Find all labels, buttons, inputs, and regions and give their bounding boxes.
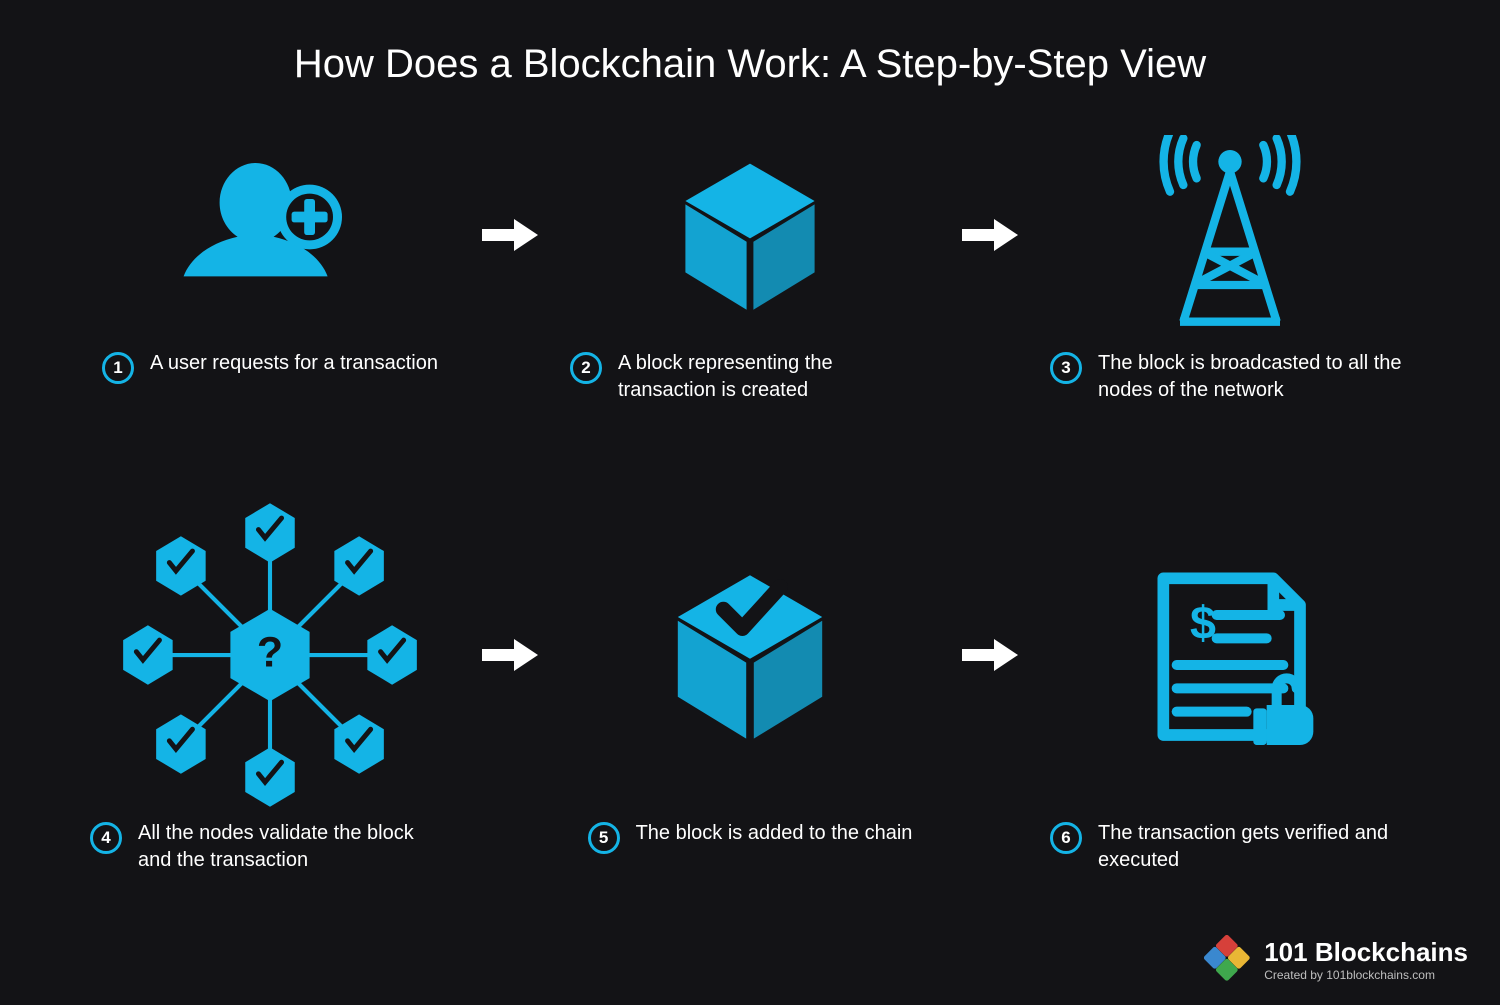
step-1: 1 A user requests for a transaction	[60, 120, 480, 384]
arrow-icon	[480, 490, 540, 820]
arrow-icon	[480, 120, 540, 350]
logo-icon	[1204, 935, 1252, 983]
step-badge: 1	[102, 352, 134, 384]
tower-icon	[1145, 135, 1315, 335]
footer-sub: Created by 101blockchains.com	[1264, 968, 1435, 982]
step-5: 5 The block is added to the chain	[540, 490, 960, 854]
footer: 101 Blockchains Created by 101blockchain…	[1204, 935, 1468, 983]
receipt-icon: $	[1130, 555, 1330, 755]
svg-text:$: $	[1190, 596, 1216, 648]
footer-brand: 101 Blockchains	[1264, 937, 1468, 968]
steps-grid: 1 A user requests for a transaction 2 A …	[60, 120, 1440, 950]
page-title: How Does a Blockchain Work: A Step-by-St…	[0, 0, 1500, 87]
step-badge: 2	[570, 352, 602, 384]
step-caption: A user requests for a transaction	[150, 350, 438, 377]
cube-check-icon	[655, 560, 845, 750]
step-badge: 4	[90, 822, 122, 854]
step-3: 3 The block is broadcasted to all the no…	[1020, 120, 1440, 404]
step-badge: 3	[1050, 352, 1082, 384]
step-caption: A block representing the transaction is …	[618, 350, 930, 404]
step-6: $ 6 The transaction gets verified and ex…	[1020, 490, 1440, 874]
step-badge: 6	[1050, 822, 1082, 854]
cube-icon	[665, 150, 835, 320]
step-caption: The transaction gets verified and execut…	[1098, 820, 1410, 874]
step-caption: The block is broadcasted to all the node…	[1098, 350, 1410, 404]
arrow-icon	[960, 490, 1020, 820]
step-badge: 5	[588, 822, 620, 854]
step-4: ? 4 All the nodes validate the block and…	[60, 490, 480, 874]
svg-text:?: ?	[257, 629, 283, 677]
arrow-icon	[960, 120, 1020, 350]
nodes-icon: ?	[105, 490, 435, 820]
step-caption: The block is added to the chain	[636, 820, 913, 847]
step-2: 2 A block representing the transaction i…	[540, 120, 960, 404]
user-plus-icon	[180, 145, 360, 325]
step-caption: All the nodes validate the block and the…	[138, 820, 450, 874]
